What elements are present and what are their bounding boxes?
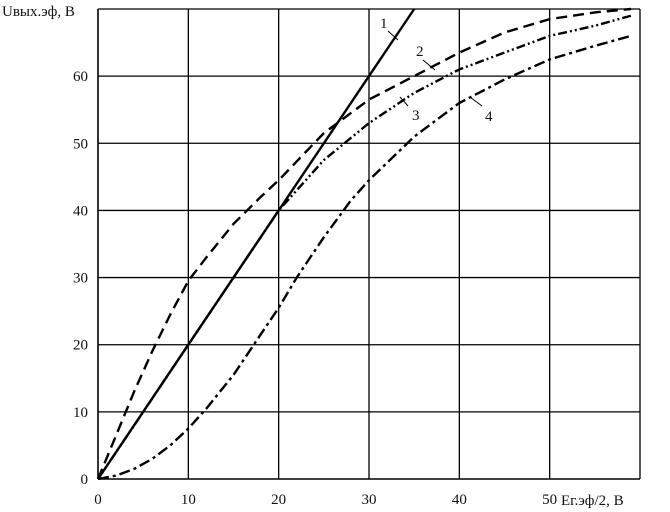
curve-label-2: 2 [416, 44, 424, 60]
curve-leader-4 [469, 96, 483, 107]
curve-leader-1 [387, 30, 399, 41]
x-tick-label: 30 [362, 492, 377, 508]
series-lines [96, 7, 632, 481]
y-tick-label: 40 [73, 203, 88, 219]
x-tick-label: 20 [271, 492, 286, 508]
series-line-3 [97, 14, 632, 480]
series-line-1 [97, 8, 416, 480]
x-tick-label: 40 [452, 492, 467, 508]
y-tick-label: 50 [73, 136, 88, 152]
y-axis-title: Uвых.эф, В [2, 4, 75, 20]
curve-leader-2 [422, 59, 436, 71]
y-tick-label: 30 [73, 271, 88, 287]
curve-leader-3 [399, 96, 409, 107]
curve-label-1: 1 [380, 16, 388, 32]
series-line-4 [97, 34, 632, 481]
y-tick-label: 20 [73, 338, 88, 354]
series-line-2 [96, 7, 632, 480]
x-tick-label: 50 [542, 492, 557, 508]
x-tick-label: 0 [94, 492, 102, 508]
x-axis-title: Ег.эф/2, В [561, 493, 624, 509]
x-tick-label: 10 [181, 492, 196, 508]
curve-label-4: 4 [485, 109, 493, 125]
y-tick-label: 0 [81, 472, 89, 488]
y-tick-label: 60 [73, 69, 88, 85]
tick-labels: 0 10 20 30 40 50 0 10 20 30 40 50 60 [73, 69, 557, 508]
curve-label-3: 3 [412, 108, 420, 124]
y-tick-label: 10 [73, 405, 88, 421]
grid [97, 8, 641, 480]
curve-labels: 1 2 3 4 [380, 16, 493, 125]
